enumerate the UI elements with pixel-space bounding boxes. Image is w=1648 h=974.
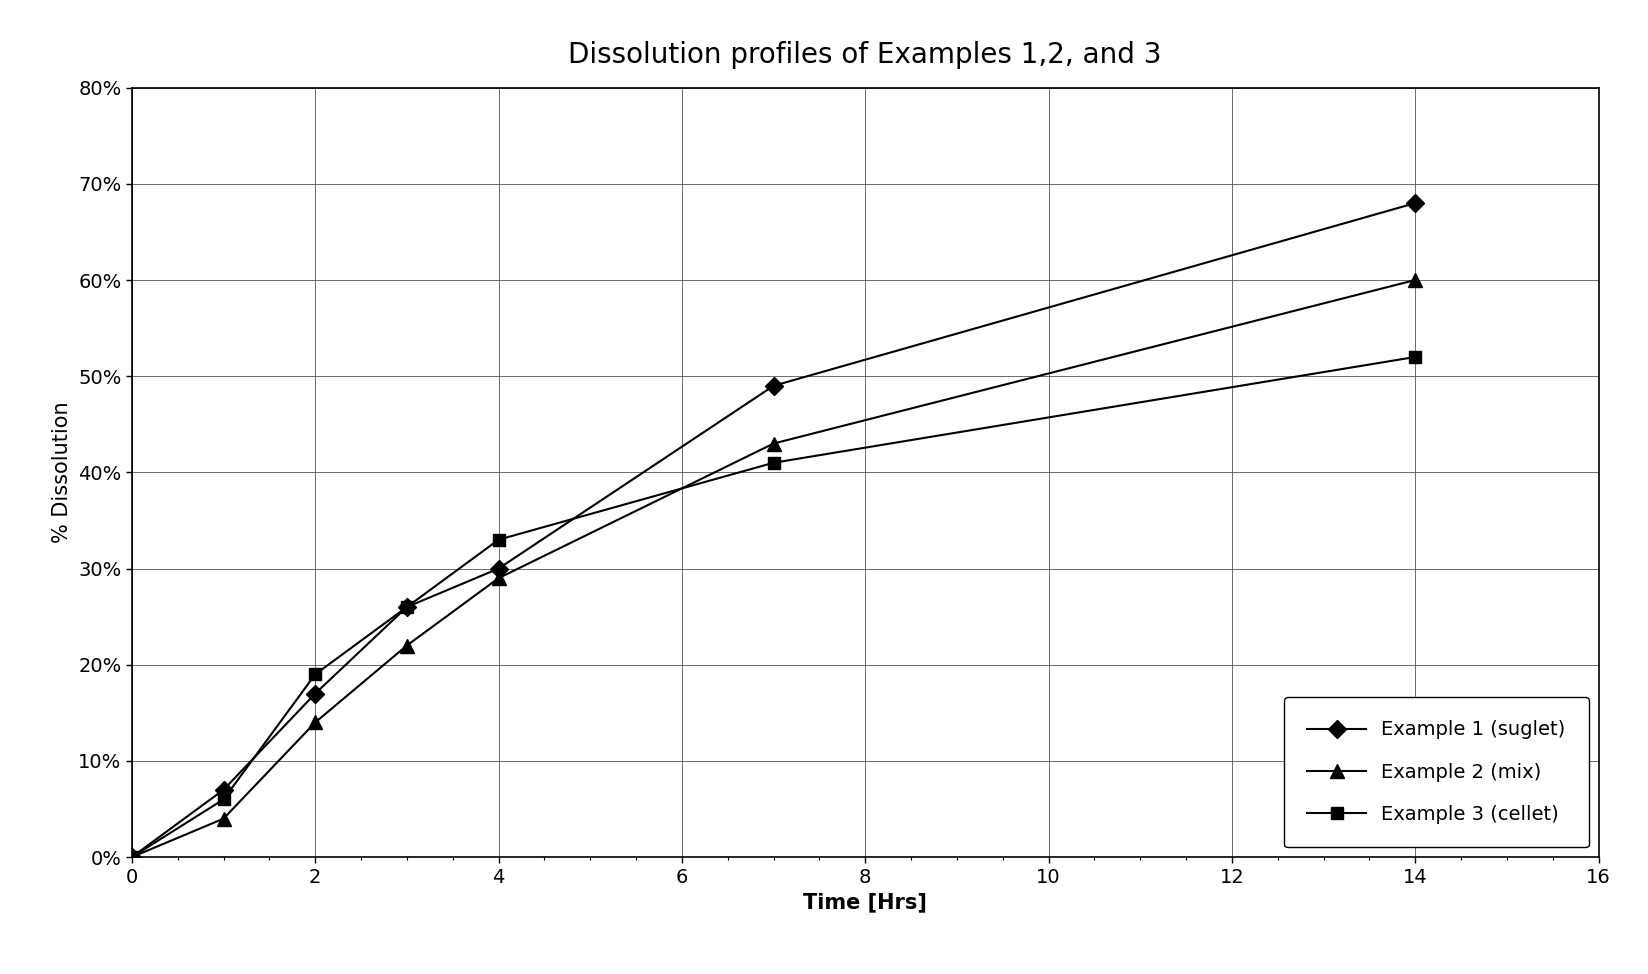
Example 2 (mix) (1406, 275, 1426, 286)
Title: Dissolution profiles of Examples 1,2, and 3: Dissolution profiles of Examples 1,2, an… (569, 41, 1162, 68)
Example 2 (mix) (397, 640, 417, 652)
Example 1 (suglet) (122, 851, 142, 863)
Legend: Example 1 (suglet), Example 2 (mix), Example 3 (cellet): Example 1 (suglet), Example 2 (mix), Exa… (1284, 697, 1589, 847)
Example 1 (suglet) (214, 784, 234, 796)
Line: Example 2 (mix): Example 2 (mix) (125, 273, 1422, 864)
Line: Example 3 (cellet): Example 3 (cellet) (125, 351, 1422, 863)
Example 1 (suglet) (305, 688, 325, 699)
Example 2 (mix) (763, 437, 783, 449)
Example 2 (mix) (305, 717, 325, 729)
Example 3 (cellet) (763, 457, 783, 468)
Example 3 (cellet) (397, 601, 417, 613)
Example 3 (cellet) (305, 668, 325, 680)
X-axis label: Time [Hrs]: Time [Hrs] (803, 892, 928, 912)
Example 1 (suglet) (397, 601, 417, 613)
Y-axis label: % Dissolution: % Dissolution (53, 401, 73, 543)
Example 1 (suglet) (763, 380, 783, 392)
Example 3 (cellet) (488, 534, 508, 545)
Example 2 (mix) (214, 812, 234, 824)
Example 3 (cellet) (122, 851, 142, 863)
Example 3 (cellet) (214, 794, 234, 805)
Example 2 (mix) (122, 851, 142, 863)
Example 1 (suglet) (488, 563, 508, 575)
Example 1 (suglet) (1406, 197, 1426, 208)
Line: Example 1 (suglet): Example 1 (suglet) (125, 197, 1422, 863)
Example 3 (cellet) (1406, 351, 1426, 362)
Example 2 (mix) (488, 573, 508, 584)
